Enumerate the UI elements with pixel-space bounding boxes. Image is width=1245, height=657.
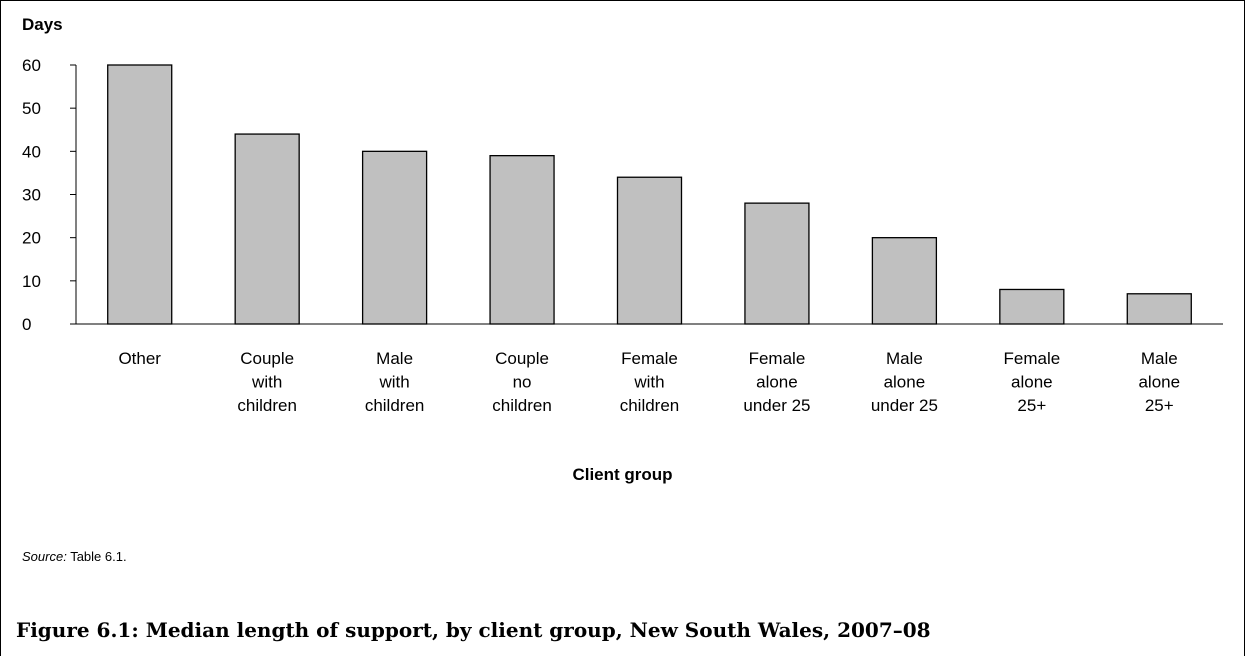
y-tick-label: 10 [22,272,41,291]
bar [999,288,1065,325]
x-tick-label: Female [621,349,678,368]
y-tick-label: 0 [22,315,31,334]
bar [234,133,300,325]
x-tick-label: alone [1138,373,1180,392]
bar [107,64,173,325]
y-tick-label: 50 [22,99,41,118]
bar-chart: 0 10 20 30 40 50 60 Other Couple with children Male… [22,56,1223,415]
x-tick-label: 25+ [1017,396,1046,415]
source-note: Source: Table 6.1. [22,549,127,564]
y-tick-label: 20 [22,229,41,248]
x-tick-label: Other [118,349,161,368]
bar [616,176,683,325]
source-label: Source: [22,549,67,564]
x-tick-label: Female [1003,349,1060,368]
x-tick-label: 25+ [1145,396,1174,415]
figure-caption: Figure 6.1: Median length of support, by… [16,618,931,642]
x-tick-label: Couple [240,349,294,368]
bar [489,154,555,325]
x-tick-label: alone [1011,373,1053,392]
x-tick-label: with [251,373,282,392]
x-tick-label: children [492,396,552,415]
x-tick-label: children [365,396,425,415]
source-text: Table 6.1. [66,549,127,564]
x-tick-label: under 25 [743,396,810,415]
x-tick-label: Couple [495,349,549,368]
y-axis-title: Days [22,15,63,34]
x-tick-label: Male [376,349,413,368]
y-tick-label: 60 [22,56,41,75]
x-tick-label: alone [756,373,798,392]
x-tick-label: alone [884,373,926,392]
x-tick-label: Male [1141,349,1178,368]
bar [1126,293,1192,325]
bar [744,202,810,325]
bar [361,150,428,325]
x-tick-label: Female [749,349,806,368]
x-tick-label: Male [886,349,923,368]
x-tick-label: children [620,396,680,415]
x-tick-label: children [237,396,297,415]
y-tick-label: 40 [22,142,41,161]
x-tick-label: with [378,373,409,392]
y-tick-label: 30 [22,186,41,205]
bar [871,237,938,325]
x-tick-label: with [633,373,664,392]
x-tick-label: under 25 [871,396,938,415]
x-tick-label: no [513,373,532,392]
x-axis-title: Client group [572,465,673,484]
